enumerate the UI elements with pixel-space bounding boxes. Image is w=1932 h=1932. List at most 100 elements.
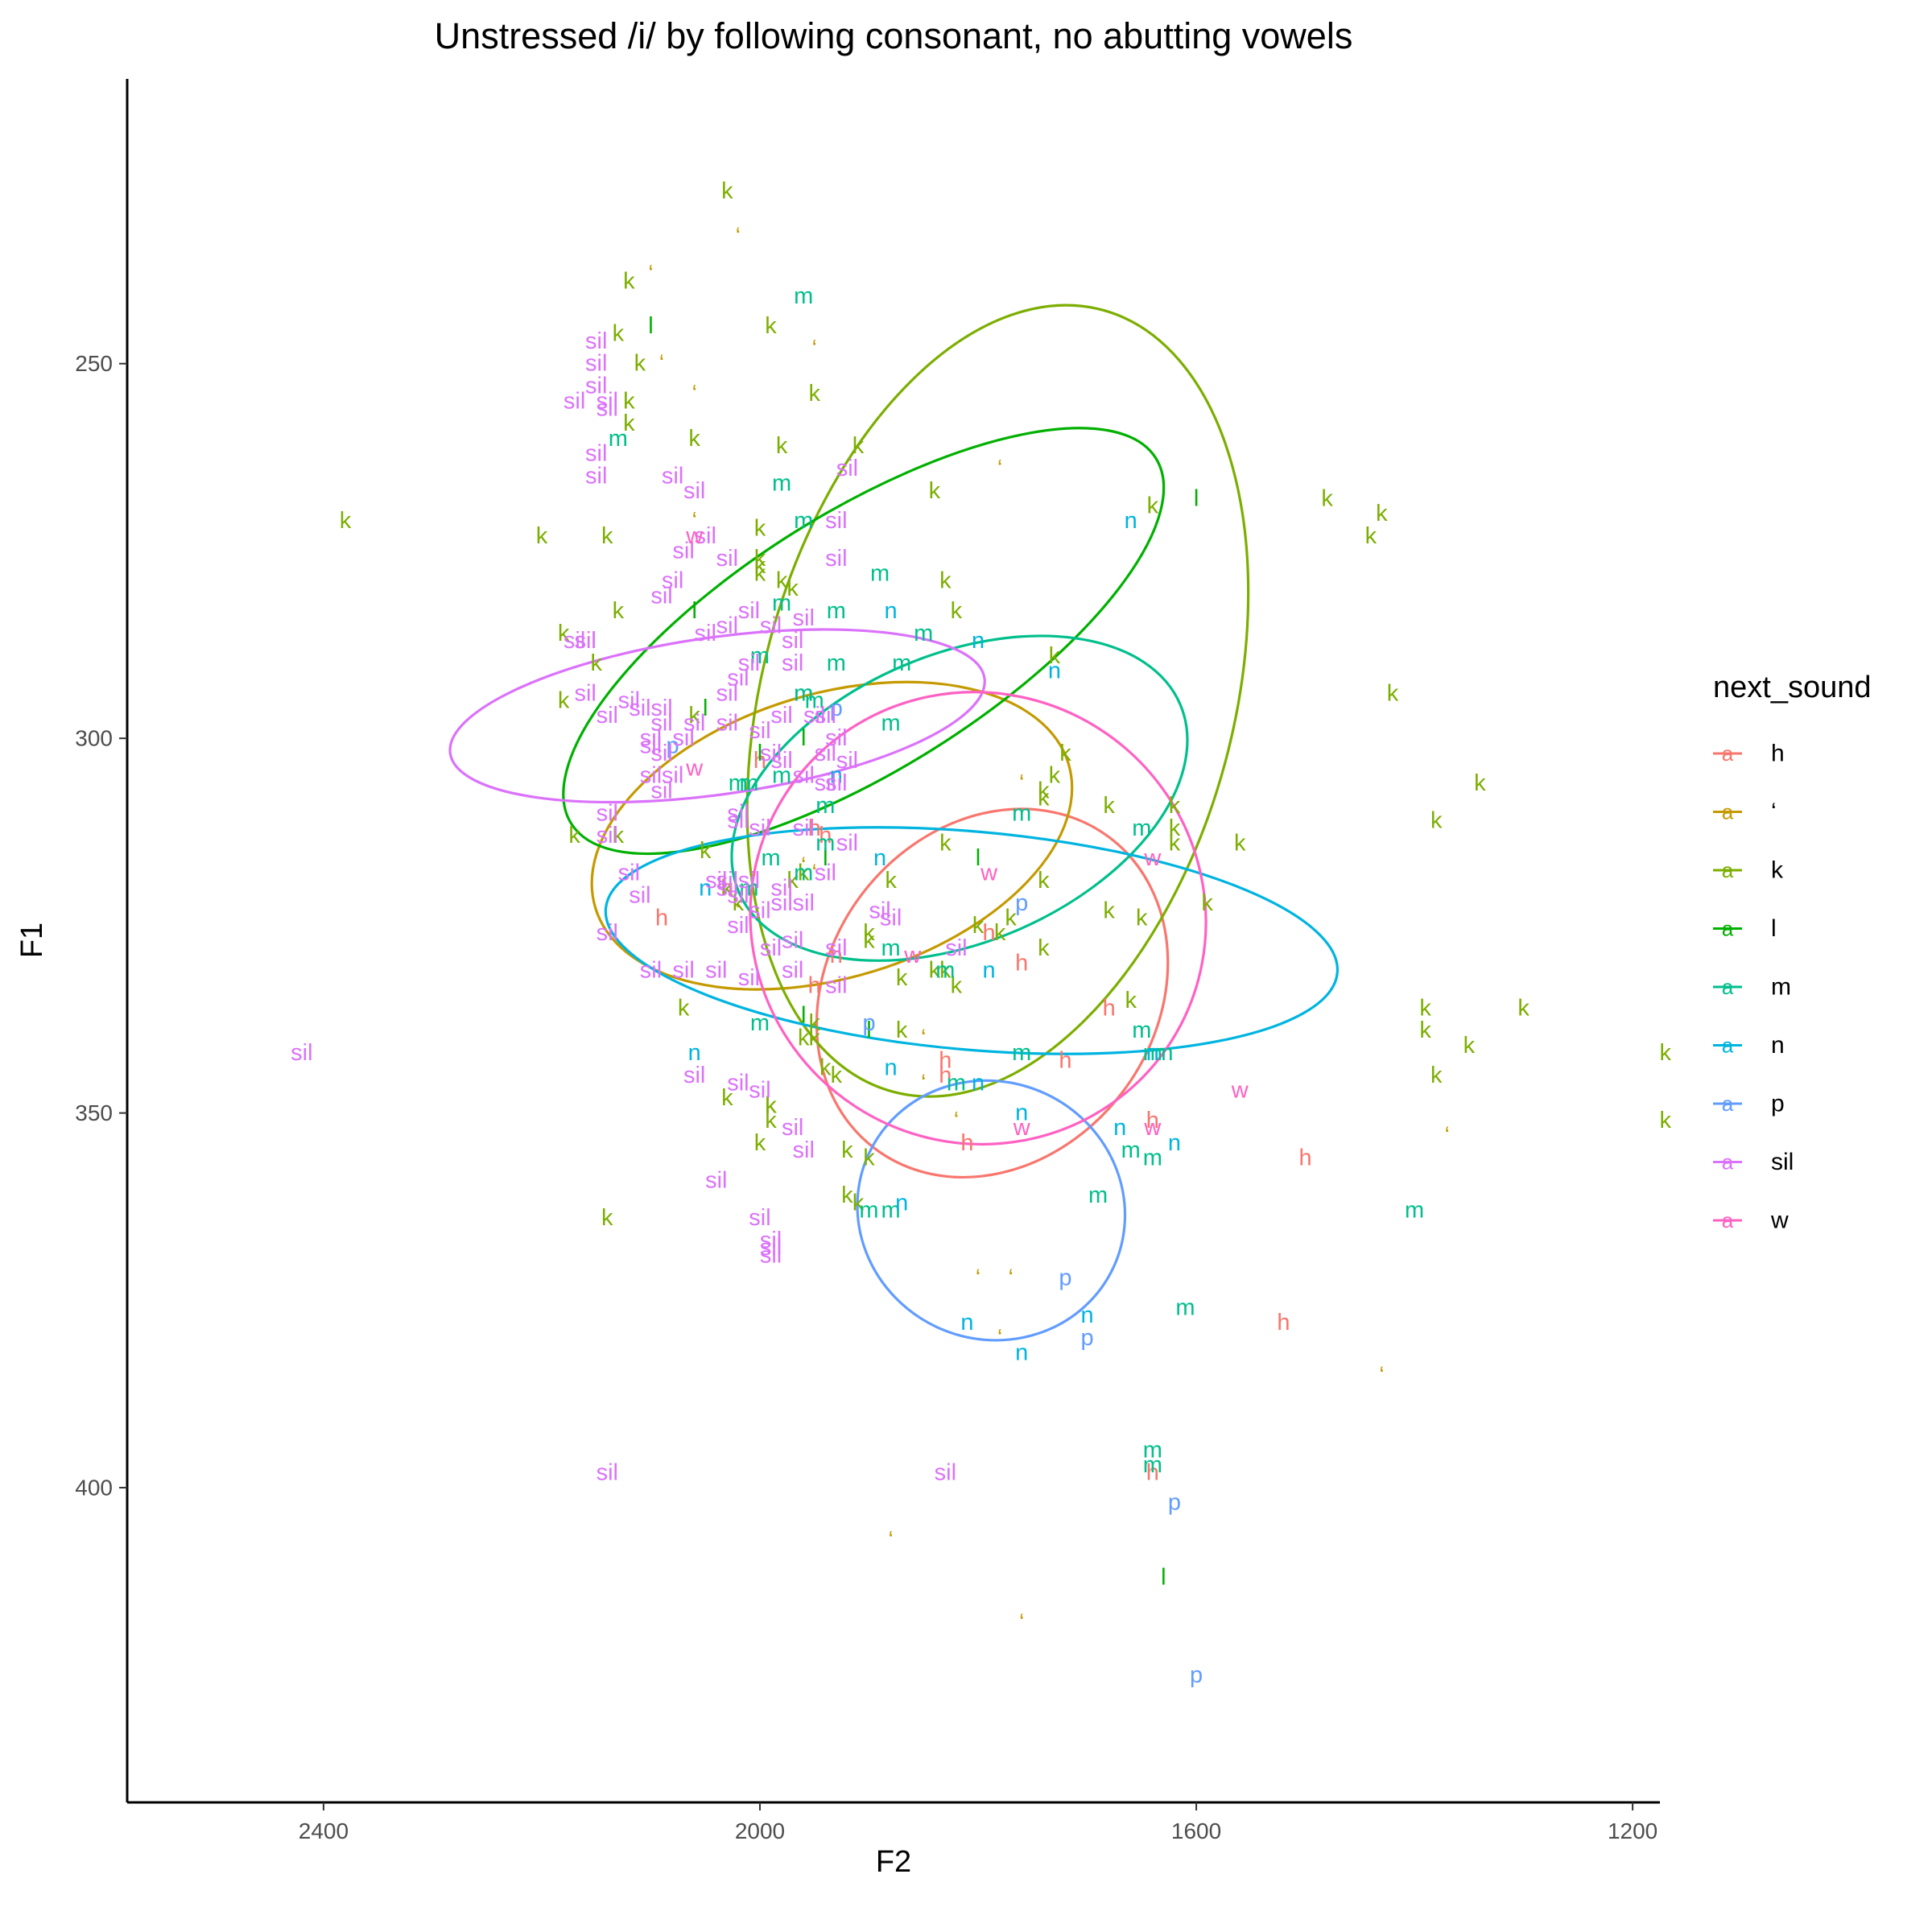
point-p: p (667, 733, 679, 758)
x-tick-label: 2400 (299, 1818, 349, 1843)
point-m: m (859, 1198, 878, 1224)
point-sil: sil (935, 1459, 956, 1485)
point-sil: sil (770, 875, 792, 901)
y-tick-label: 400 (75, 1476, 113, 1501)
point-k: k (885, 868, 897, 894)
point-m: m (794, 680, 813, 706)
point-sil: sil (650, 583, 672, 609)
point-sil: sil (585, 440, 607, 466)
point-sil: sil (749, 898, 770, 923)
point-sil: sil (574, 680, 596, 706)
chart-title: Unstressed /i/ by following consonant, n… (435, 15, 1353, 56)
legend-label: m (1771, 974, 1791, 1001)
point-sil: sil (716, 680, 738, 706)
point-sil: sil (793, 815, 815, 841)
point-k: k (809, 1010, 821, 1036)
point-sil: sil (683, 711, 705, 737)
point-sil: sil (760, 613, 782, 639)
point-k: k (613, 823, 625, 848)
point-n: n (972, 1070, 985, 1096)
point-k: k (1049, 763, 1061, 789)
point-sil: sil (650, 778, 672, 803)
point-sil: sil (585, 351, 607, 377)
point-m: m (739, 770, 758, 796)
point-sil: sil (705, 868, 727, 894)
point-m: m (609, 426, 628, 452)
point-sil: sil (880, 906, 902, 931)
x-tick-label: 1200 (1608, 1818, 1657, 1843)
point-k: k (786, 576, 799, 601)
legend-label: sil (1771, 1149, 1794, 1175)
point-sil: sil (564, 628, 585, 654)
point-m: m (947, 1070, 966, 1096)
point-n: n (1048, 658, 1061, 683)
point-sil: sil (585, 463, 607, 489)
point-l: l (866, 1018, 871, 1043)
point-k: k (601, 1205, 613, 1231)
point-k: k (765, 1108, 777, 1133)
y-tick-label: 250 (75, 351, 113, 376)
point-sil: sil (716, 875, 738, 901)
point-k: k (688, 703, 700, 729)
point-p: p (1190, 1662, 1203, 1688)
point-k: k (1474, 770, 1486, 796)
point-sil: sil (738, 650, 760, 676)
point-k: k (765, 313, 777, 339)
point-m: m (1132, 1018, 1151, 1043)
legend-label: k (1771, 857, 1784, 884)
point-k: k (721, 1085, 733, 1111)
point-k: k (939, 958, 952, 984)
point-sil: sil (815, 770, 836, 796)
point-m: m (772, 471, 791, 497)
point-k: k (776, 433, 788, 459)
x-axis-title: F2 (876, 1845, 911, 1879)
point-k: k (951, 598, 963, 624)
point-n: n (873, 845, 886, 871)
point-m: m (761, 845, 780, 871)
point-m: m (1143, 1040, 1162, 1066)
point-k: k (536, 523, 548, 549)
legend-title: next_sound (1713, 671, 1872, 704)
point-k: k (994, 920, 1006, 946)
point-l: l (758, 741, 762, 766)
point-sil: sil (836, 748, 858, 774)
point-quote: ‘ (921, 1070, 926, 1096)
point-k: k (1169, 815, 1181, 841)
point-sil: sil (640, 725, 662, 751)
point-n: n (1015, 1340, 1028, 1365)
point-k: k (972, 913, 985, 939)
point-sil: sil (782, 650, 803, 676)
point-k: k (634, 351, 646, 377)
point-sil: sil (749, 815, 770, 841)
ellipse-p (856, 1079, 1127, 1342)
point-k: k (1049, 643, 1061, 669)
point-k: k (558, 621, 570, 646)
point-n: n (830, 763, 843, 789)
point-n: n (1146, 1040, 1159, 1066)
point-sil: sil (770, 748, 792, 774)
point-sil: sil (749, 1078, 770, 1104)
point-sil: sil (291, 1040, 312, 1066)
point-n: n (885, 1055, 898, 1081)
point-k: k (1103, 793, 1115, 819)
point-h: h (753, 748, 766, 774)
point-k: k (754, 516, 766, 542)
point-sil: sil (770, 890, 792, 916)
point-sil: sil (825, 546, 847, 572)
y-axis-title: F1 (15, 923, 49, 958)
point-m: m (1012, 1040, 1031, 1066)
point-sil: sil (825, 935, 847, 961)
point-quote: ‘ (659, 351, 664, 377)
point-quote: ‘ (888, 1527, 893, 1553)
point-sil: sil (640, 763, 662, 789)
point-k: k (623, 411, 635, 436)
point-sil: sil (629, 883, 650, 909)
point-k: k (1660, 1108, 1672, 1133)
point-sil: sil (597, 800, 618, 826)
point-k: k (1419, 995, 1431, 1021)
point-sil: sil (716, 546, 738, 572)
point-h: h (1146, 1108, 1159, 1133)
point-sil: sil (564, 388, 585, 414)
